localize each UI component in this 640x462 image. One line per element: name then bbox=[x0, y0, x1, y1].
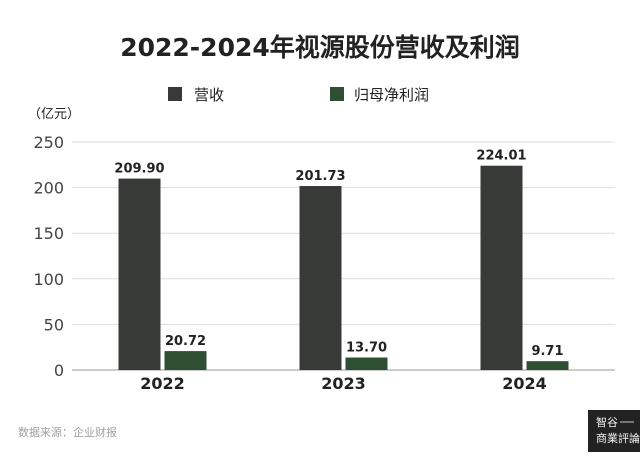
x-tick-label: 2022 bbox=[140, 374, 185, 393]
data-label-revenue-2022: 209.90 bbox=[114, 162, 164, 177]
data-label-revenue-2023: 201.73 bbox=[295, 169, 345, 184]
legend-swatch-net-profit bbox=[330, 87, 344, 101]
y-tick-label: 0 bbox=[54, 361, 64, 380]
bar-net-profit-2023 bbox=[345, 357, 388, 370]
x-tick-label: 2023 bbox=[321, 374, 366, 393]
gridlines bbox=[72, 141, 615, 371]
watermark-logo-background bbox=[588, 410, 640, 452]
watermark-logo-line-2: 商業評論 bbox=[596, 431, 640, 445]
watermark-logo: 智谷 商業評論 bbox=[588, 410, 640, 452]
chart-title: 2022-2024年视源股份营收及利润 bbox=[120, 33, 520, 62]
bar-revenue-2022 bbox=[118, 178, 161, 370]
x-tick-label: 2024 bbox=[502, 374, 547, 393]
legend-label-revenue: 营收 bbox=[194, 86, 224, 104]
data-label-revenue-2024: 224.01 bbox=[476, 149, 526, 164]
legend: 营收 归母净利润 bbox=[168, 86, 429, 104]
y-tick-label: 100 bbox=[33, 270, 64, 289]
y-tick-label: 200 bbox=[33, 179, 64, 198]
legend-label-net-profit: 归母净利润 bbox=[354, 86, 429, 104]
watermark-logo-line-1: 智谷 bbox=[596, 415, 618, 429]
data-label-net-profit-2022: 20.72 bbox=[165, 334, 206, 349]
y-tick-label: 50 bbox=[44, 315, 64, 334]
bar-net-profit-2022 bbox=[164, 351, 207, 370]
source-note: 数据来源：企业财报 bbox=[18, 425, 117, 439]
y-tick-label: 150 bbox=[33, 224, 64, 243]
bar-revenue-2023 bbox=[299, 186, 342, 370]
legend-swatch-revenue bbox=[168, 87, 182, 101]
x-axis-ticks: 2022 2023 2024 bbox=[140, 374, 547, 393]
data-label-net-profit-2024: 9.71 bbox=[531, 344, 563, 359]
bar-net-profit-2024 bbox=[526, 361, 569, 370]
data-label-net-profit-2023: 13.70 bbox=[346, 341, 387, 356]
bars: 209.90 20.72 201.73 13.70 224.01 9.71 bbox=[114, 149, 569, 370]
y-axis-ticks: 0 50 100 150 200 250 bbox=[33, 133, 64, 380]
bar-revenue-2024 bbox=[480, 165, 523, 370]
y-tick-label: 250 bbox=[33, 133, 64, 152]
y-axis-unit: （亿元） bbox=[28, 107, 80, 122]
